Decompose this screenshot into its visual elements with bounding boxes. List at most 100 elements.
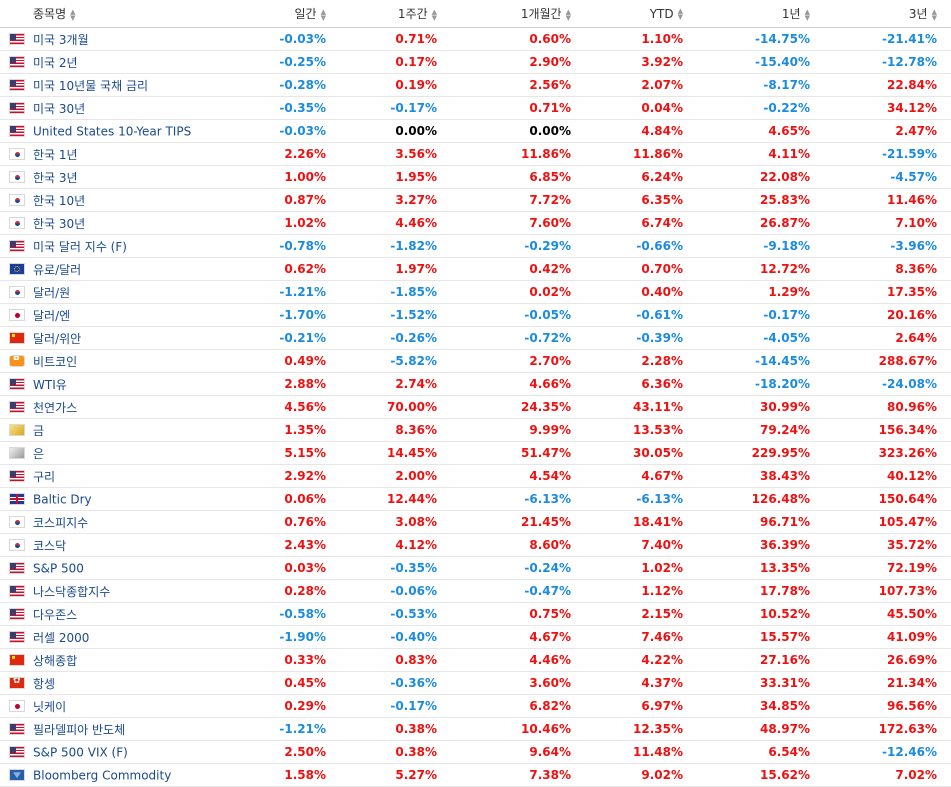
instrument-link[interactable]: 미국 10년물 국채 금리 — [33, 78, 149, 93]
1year-change: 30.99% — [697, 395, 824, 419]
table-row[interactable]: 필라델피아 반도체 -1.21% 0.38% 10.46% 12.35% 48.97% 17… — [0, 717, 951, 741]
table-row[interactable]: 상해종합 0.33% 0.83% 4.46% 4.22% 27.16% 26.69% — [0, 648, 951, 672]
instrument-cell: 상해종합 — [0, 648, 256, 672]
table-row[interactable]: 한국 1년 2.26% 3.56% 11.86% 11.86% 4.11% -21.59% — [0, 142, 951, 166]
table-row[interactable]: 코스피지수 0.76% 3.08% 21.45% 18.41% 96.71% 105.47% — [0, 510, 951, 534]
instrument-link[interactable]: 금 — [33, 423, 45, 438]
table-row[interactable]: 닛케이 0.29% -0.17% 6.82% 6.97% 34.85% 96.56% — [0, 694, 951, 718]
instrument-link[interactable]: 항셍 — [33, 676, 56, 691]
instrument-link[interactable]: 천연가스 — [33, 400, 78, 415]
table-row[interactable]: Bloomberg Commodity 1.58% 5.27% 7.38% 9.02% 1… — [0, 763, 951, 787]
column-header-daily[interactable]: 일간 ▲ ▼ — [256, 0, 340, 28]
table-row[interactable]: 한국 10년 0.87% 3.27% 7.72% 6.35% 25.83% 11.46% — [0, 188, 951, 212]
table-row[interactable]: 코스닥 2.43% 4.12% 8.60% 7.40% 36.39% 35.72% — [0, 533, 951, 557]
ytd-change: 1.12% — [585, 579, 697, 603]
sort-icon[interactable]: ▲ ▼ — [677, 7, 683, 21]
instrument-link[interactable]: Baltic Dry — [33, 492, 92, 507]
table-row[interactable]: Baltic Dry 0.06% 12.44% -6.13% -6.13% 126.48%… — [0, 487, 951, 511]
instrument-link[interactable]: 달러/원 — [33, 285, 71, 300]
table-row[interactable]: 다우존스 -0.58% -0.53% 0.75% 2.15% 10.52% 45.50% — [0, 602, 951, 626]
column-header-name[interactable]: 종목명 ▲ ▼ — [0, 0, 256, 28]
sort-icon[interactable]: ▲ ▼ — [320, 7, 326, 22]
instrument-link[interactable]: 상해종합 — [33, 653, 78, 668]
sort-icon[interactable]: ▲ ▼ — [431, 7, 437, 22]
sort-icon[interactable]: ▲ ▼ — [804, 7, 810, 22]
instrument-link[interactable]: 달러/위안 — [33, 331, 82, 346]
instrument-link[interactable]: S&P 500 — [33, 561, 84, 576]
instrument-link[interactable]: United States 10-Year TIPS — [33, 124, 192, 139]
instrument-link[interactable]: 미국 3개월 — [33, 32, 89, 47]
instrument-link[interactable]: 한국 10년 — [33, 193, 86, 208]
table-row[interactable]: 유로/달러 0.62% 1.97% 0.42% 0.70% 12.72% 8.36% — [0, 257, 951, 281]
1year-change: 79.24% — [697, 418, 824, 442]
1year-change: 6.54% — [697, 740, 824, 764]
table-row[interactable]: 천연가스 4.56% 70.00% 24.35% 43.11% 30.99% 80.96% — [0, 395, 951, 419]
ytd-change: 11.48% — [585, 740, 697, 764]
table-row[interactable]: United States 10-Year TIPS -0.03% 0.00% 0.0… — [0, 119, 951, 143]
table-row[interactable]: 달러/위안 -0.21% -0.26% -0.72% -0.39% -4.05% 2.64% — [0, 326, 951, 350]
instrument-link[interactable]: 미국 30년 — [33, 101, 86, 116]
instrument-link[interactable]: 비트코인 — [33, 354, 78, 369]
table-row[interactable]: S&P 500 0.03% -0.35% -0.24% 1.02% 13.35% 72.19… — [0, 556, 951, 580]
instrument-link[interactable]: 미국 2년 — [33, 55, 78, 70]
instrument-link[interactable]: 나스닥종합지수 — [33, 584, 111, 599]
instrument-link[interactable]: 러셀 2000 — [33, 630, 90, 645]
instrument-link[interactable]: 한국 3년 — [33, 170, 78, 185]
instrument-link[interactable]: 닛케이 — [33, 699, 67, 714]
column-header-1year[interactable]: 1년 ▲ ▼ — [697, 0, 824, 28]
1month-change: 21.45% — [451, 510, 585, 534]
table-row[interactable]: 항셍 0.45%-0.36%3.60%4.37%33.31%21.34% — [0, 671, 951, 695]
column-header-3year[interactable]: 3년 ▲ ▼ — [824, 0, 951, 28]
sort-icon[interactable]: ▲ ▼ — [70, 7, 76, 22]
table-row[interactable]: 미국 10년물 국채 금리 -0.28% 0.19% 2.56% 2.07% -8.17%… — [0, 73, 951, 97]
instrument-link[interactable]: 은 — [33, 446, 45, 461]
column-header-ytd[interactable]: YTD ▲ ▼ — [585, 0, 697, 28]
table-row[interactable]: 금 1.35% 8.36% 9.99% 13.53% 79.24% 156.34% — [0, 418, 951, 442]
instrument-link[interactable]: 구리 — [33, 469, 56, 484]
table-row[interactable]: 달러/원 -1.21% -1.85% 0.02% 0.40% 1.29% 17.35% — [0, 280, 951, 304]
table-row[interactable]: 비트코인 0.49%-5.82%2.70%2.28%-14.45%288.67% — [0, 349, 951, 373]
daily-change: 5.15% — [256, 441, 340, 465]
instrument-link[interactable]: 한국 1년 — [33, 147, 78, 162]
3year-change: 40.12% — [824, 464, 951, 488]
table-row[interactable]: 한국 3년 1.00% 1.95% 6.85% 6.24% 22.08% -4.57% — [0, 165, 951, 189]
us-flag-icon — [10, 632, 24, 642]
table-row[interactable]: 미국 달러 지수 (F) -0.78% -1.82% -0.29% -0.66% -9.1… — [0, 234, 951, 258]
table-row[interactable]: WTI유 2.88% 2.74% 4.66% 6.36% -18.20% -24.08% — [0, 372, 951, 396]
ytd-change: 18.41% — [585, 510, 697, 534]
column-header-1month[interactable]: 1개월간 ▲ ▼ — [451, 0, 585, 28]
table-row[interactable]: S&P 500 VIX (F) 2.50% 0.38% 9.64% 11.48% 6.54… — [0, 740, 951, 764]
hk-flag-icon — [10, 678, 24, 688]
1month-change: 0.71% — [451, 96, 585, 120]
table-row[interactable]: 한국 30년 1.02% 4.46% 7.60% 6.74% 26.87% 7.10% — [0, 211, 951, 235]
table-row[interactable]: 미국 30년 -0.35% -0.17% 0.71% 0.04% -0.22% 34.12% — [0, 96, 951, 120]
instrument-link[interactable]: 코스닥 — [33, 538, 67, 553]
instrument-link[interactable]: 필라델피아 반도체 — [33, 722, 126, 737]
ytd-change: 43.11% — [585, 395, 697, 419]
instrument-link[interactable]: 미국 달러 지수 (F) — [33, 239, 127, 254]
instrument-link[interactable]: 달러/엔 — [33, 308, 71, 323]
column-header-1week[interactable]: 1주간 ▲ ▼ — [340, 0, 451, 28]
us-flag-icon — [10, 80, 24, 90]
table-row[interactable]: 구리 2.92% 2.00% 4.54% 4.67% 38.43% 40.12% — [0, 464, 951, 488]
instrument-link[interactable]: S&P 500 VIX (F) — [33, 745, 128, 760]
1month-change: 4.46% — [451, 648, 585, 672]
table-row[interactable]: 미국 2년 -0.25% 0.17% 2.90% 3.92% -15.40% -12.78% — [0, 50, 951, 74]
instrument-link[interactable]: 한국 30년 — [33, 216, 86, 231]
sort-icon[interactable]: ▲ ▼ — [931, 7, 937, 22]
instrument-link[interactable]: 유로/달러 — [33, 262, 82, 277]
instrument-link[interactable]: Bloomberg Commodity — [33, 768, 172, 783]
instrument-link[interactable]: 다우존스 — [33, 607, 78, 622]
table-row[interactable]: 미국 3개월 -0.03% 0.71% 0.60% 1.10% -14.75% -21.41… — [0, 27, 951, 51]
table-row[interactable]: 러셀 2000 -1.90% -0.40% 4.67% 7.46% 15.57% 41.09… — [0, 625, 951, 649]
table-row[interactable]: 은 5.15% 14.45% 51.47% 30.05% 229.95% 323.26% — [0, 441, 951, 465]
1year-change: 27.16% — [697, 648, 824, 672]
instrument-link[interactable]: 코스피지수 — [33, 515, 89, 530]
1week-change: -0.17% — [340, 96, 451, 120]
sort-icon[interactable]: ▲ ▼ — [565, 7, 571, 22]
kr-flag-icon — [10, 172, 24, 182]
table-row[interactable]: 나스닥종합지수 0.28% -0.06% -0.47% 1.12% 17.78% 107.7… — [0, 579, 951, 603]
table-row[interactable]: 달러/엔 -1.70% -1.52% -0.05% -0.61% -0.17% 20.16% — [0, 303, 951, 327]
instrument-link[interactable]: WTI유 — [33, 377, 67, 392]
3year-change: 105.47% — [824, 510, 951, 534]
